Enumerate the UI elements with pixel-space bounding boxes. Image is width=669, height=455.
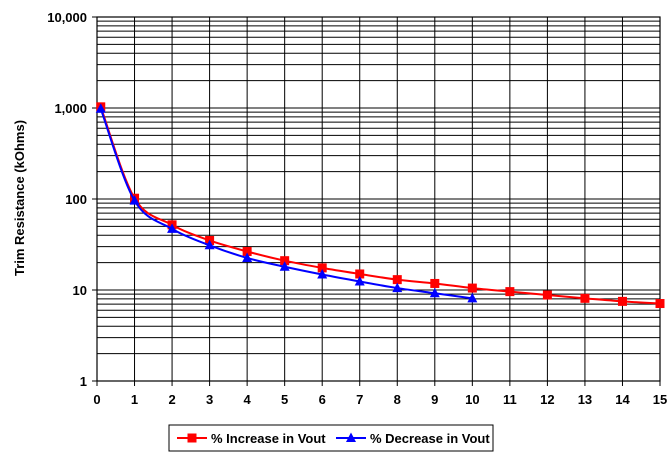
legend-label: % Increase in Vout [211, 431, 326, 446]
series-layer [95, 102, 665, 309]
data-point [580, 293, 590, 303]
data-point [467, 283, 477, 293]
x-tick-label: 5 [281, 392, 288, 407]
data-point [280, 256, 290, 266]
legend: % Increase in Vout % Decrease in Vout [168, 424, 494, 452]
data-point [317, 263, 327, 273]
data-point [392, 282, 403, 293]
legend-label: % Decrease in Vout [370, 431, 490, 446]
data-point [95, 103, 106, 113]
data-point [242, 252, 253, 262]
x-tick-label: 4 [244, 392, 252, 407]
y-axis-title: Trim Resistance (kOhms) [12, 120, 27, 276]
data-point [187, 433, 197, 443]
y-tick-label: 1,000 [54, 101, 87, 116]
y-tick-label: 10 [73, 283, 87, 298]
data-point [467, 292, 478, 303]
data-point [354, 275, 365, 286]
x-tick-label: 2 [168, 392, 175, 407]
series-decrease [95, 103, 478, 303]
data-point [346, 432, 356, 442]
x-tick-label: 14 [615, 392, 630, 407]
data-point [617, 296, 627, 306]
y-tick-label: 1 [80, 374, 87, 389]
x-tick-label: 12 [540, 392, 554, 407]
x-tick-label: 0 [93, 392, 100, 407]
x-tick-label: 9 [431, 392, 438, 407]
data-point [279, 261, 290, 271]
x-tick-label: 13 [578, 392, 592, 407]
x-tick-label: 6 [319, 392, 326, 407]
legend-item: % Decrease in Vout [336, 431, 490, 446]
y-tick-label: 10,000 [47, 10, 87, 25]
x-tick-label: 11 [503, 392, 517, 407]
x-tick-label: 1 [131, 392, 138, 407]
data-point [242, 246, 252, 256]
data-point [355, 269, 365, 279]
x-tick-label: 15 [653, 392, 667, 407]
x-tick-label: 3 [206, 392, 213, 407]
legend-item: % Increase in Vout [177, 431, 326, 446]
x-tick-label: 8 [394, 392, 401, 407]
data-point [542, 290, 552, 300]
gridlines [96, 16, 661, 382]
data-point [392, 275, 402, 285]
data-point [317, 269, 328, 279]
data-point [429, 287, 440, 298]
data-point [204, 239, 215, 250]
data-point [430, 278, 440, 288]
x-tick-label: 10 [465, 392, 479, 407]
y-tick-label: 100 [65, 192, 87, 207]
series-line [99, 106, 661, 305]
data-point [505, 287, 515, 297]
data-point [167, 223, 178, 233]
data-point [129, 195, 140, 205]
series-increase [96, 102, 665, 309]
x-tick-label: 7 [356, 392, 363, 407]
data-point [655, 299, 665, 309]
